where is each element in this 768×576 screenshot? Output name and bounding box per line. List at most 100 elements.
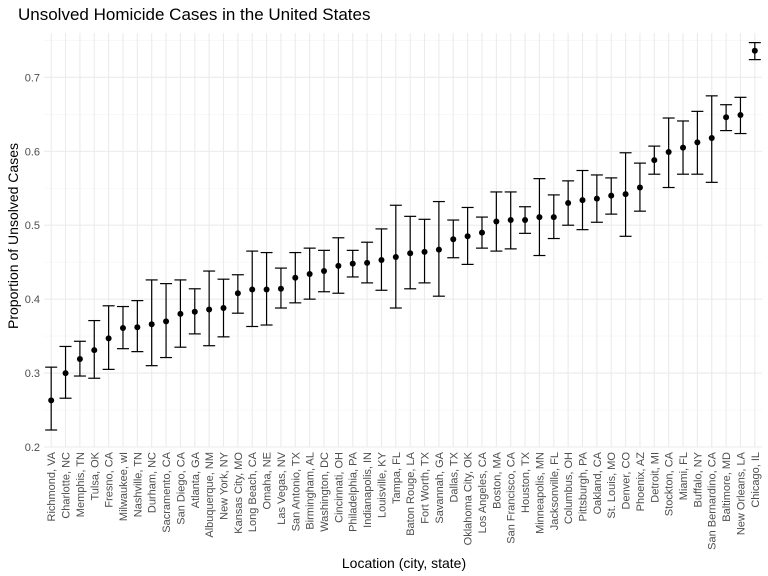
x-tick-label: Fresno, CA (104, 451, 116, 507)
x-axis-ticks: Richmond, VA Charlotte, NC Memphis, TN Tuls… (46, 451, 762, 550)
data-point (608, 192, 615, 199)
x-tick-label: Savannah, GA (434, 451, 446, 523)
x-tick-label: Nashville, TN (132, 452, 144, 517)
data-point (191, 308, 198, 315)
data-point (593, 195, 600, 202)
data-point (751, 47, 758, 54)
y-axis-title: Proportion of Unsolved Cases (5, 143, 21, 329)
chart-title: Unsolved Homicide Cases in the United St… (18, 5, 370, 24)
x-tick-label: Sacramento, CA (161, 451, 173, 532)
major-gridlines (44, 33, 762, 448)
x-tick-label: Fort Worth, TX (420, 451, 432, 523)
y-tick-label: 0.4 (25, 294, 40, 306)
x-tick-label: Detroit, MI (649, 452, 661, 503)
x-tick-label: Oklahoma City, OK (463, 451, 475, 545)
x-tick-label: Chicago, IL (750, 452, 762, 508)
x-tick-label: Boston, MA (491, 451, 503, 509)
data-point (249, 286, 256, 293)
x-tick-label: Baltimore, MD (721, 452, 733, 522)
x-tick-label: St. Louis, MO (606, 452, 618, 519)
data-point (737, 112, 744, 119)
x-tick-label: Kansas City, MO (233, 452, 245, 534)
x-tick-label: New York, NY (219, 451, 231, 520)
error-bars (45, 42, 761, 431)
data-point (119, 324, 126, 331)
x-tick-label: Los Angeles, CA (477, 451, 489, 533)
x-tick-label: Indianapolis, IN (362, 452, 374, 528)
x-tick-label: Stockton, CA (664, 451, 676, 516)
data-point (263, 286, 270, 293)
x-tick-label: Tulsa, OK (89, 451, 101, 500)
data-point (407, 250, 414, 257)
data-point (651, 157, 658, 164)
data-point (177, 310, 184, 317)
x-tick-label: Birmingham, AL (305, 452, 317, 530)
data-point (321, 268, 328, 275)
x-tick-label: Phoenix, AZ (635, 452, 647, 512)
data-point (206, 306, 213, 313)
data-point (306, 271, 313, 278)
x-tick-label: Pittsburgh, PA (578, 451, 590, 521)
data-point (421, 248, 428, 255)
x-tick-label: Dallas, TX (448, 451, 460, 502)
data-point (680, 144, 687, 151)
x-tick-label: San Antonio, TX (290, 451, 302, 531)
y-tick-label: 0.3 (25, 368, 40, 380)
data-point (723, 114, 730, 121)
data-point (522, 217, 529, 224)
data-point (565, 200, 572, 207)
x-tick-label: Cincinnati, OH (333, 452, 345, 523)
data-point (105, 335, 112, 342)
data-point (163, 318, 170, 325)
x-tick-label: Memphis, TN (75, 452, 87, 517)
x-tick-label: Denver, CO (621, 452, 633, 510)
data-point (435, 246, 442, 253)
data-point (579, 197, 586, 204)
x-tick-label: Miami, FL (678, 452, 690, 500)
x-tick-label: San Diego, CA (175, 451, 187, 524)
data-point (134, 324, 141, 331)
x-tick-label: Charlotte, NC (61, 452, 73, 519)
x-tick-label: Columbus, OH (563, 452, 575, 524)
x-tick-label: Minneapolis, MN (534, 452, 546, 534)
x-tick-label: New Orleans, LA (735, 451, 747, 535)
data-point (378, 256, 385, 263)
y-tick-label: 0.7 (25, 72, 40, 84)
data-point (148, 321, 155, 328)
x-tick-label: Oakland, CA (592, 451, 604, 514)
data-point (62, 370, 69, 377)
data-point (91, 347, 98, 354)
data-point (335, 262, 342, 269)
y-axis-ticks: 0.2 0.3 0.4 0.5 0.6 0.7 (25, 72, 40, 454)
x-tick-label: Durham, NC (147, 452, 159, 513)
y-tick-label: 0.2 (25, 442, 40, 454)
x-tick-label: Jacksonville, FL (549, 452, 561, 530)
data-point (493, 218, 500, 225)
x-tick-label: Omaha, NE (262, 452, 274, 509)
data-point (277, 285, 284, 292)
x-tick-label: San Francisco, CA (506, 451, 518, 543)
data-point (76, 356, 83, 363)
data-point (536, 214, 543, 221)
x-tick-label: Milwaukee, wI (118, 452, 130, 521)
data-point (292, 274, 299, 281)
x-tick-label: Houston, TX (520, 451, 532, 513)
data-point (220, 305, 227, 312)
x-tick-label: Buffalo, NY (692, 451, 704, 507)
x-tick-label: Las Vegas, NV (276, 451, 288, 524)
x-tick-label: Philadelphia, PA (348, 451, 360, 532)
x-tick-label: Tampa, FL (391, 452, 403, 504)
minor-gridlines (44, 40, 762, 411)
x-tick-label: Louisville, KY (376, 451, 388, 518)
data-point (392, 254, 399, 261)
y-tick-label: 0.5 (25, 220, 40, 232)
data-point (364, 259, 371, 266)
data-point (708, 134, 715, 141)
y-tick-label: 0.6 (25, 146, 40, 158)
data-points (48, 47, 758, 404)
data-point (478, 229, 485, 236)
data-point (665, 149, 672, 156)
data-point (349, 260, 356, 267)
x-tick-label: Long Beach, CA (247, 451, 259, 532)
